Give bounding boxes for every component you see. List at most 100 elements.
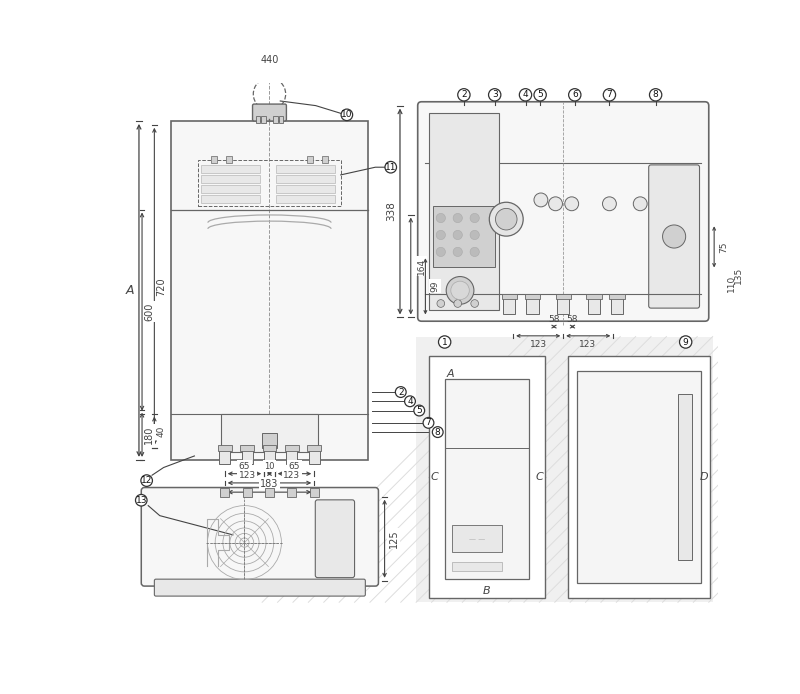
Bar <box>577 371 701 583</box>
Text: 12: 12 <box>141 476 152 485</box>
Text: 123: 123 <box>238 471 256 480</box>
Circle shape <box>470 214 479 223</box>
Text: 10: 10 <box>341 110 353 119</box>
Circle shape <box>405 396 415 407</box>
Bar <box>310 487 318 497</box>
Text: 180: 180 <box>144 425 154 444</box>
Text: 8: 8 <box>435 428 441 437</box>
Bar <box>210 156 217 162</box>
Text: 110: 110 <box>726 274 735 291</box>
Text: 123: 123 <box>530 339 547 348</box>
Text: 7: 7 <box>606 90 612 99</box>
Bar <box>525 294 540 299</box>
Text: 58: 58 <box>548 314 560 323</box>
Circle shape <box>385 162 397 173</box>
FancyBboxPatch shape <box>253 104 286 121</box>
Circle shape <box>438 336 451 348</box>
Circle shape <box>453 230 462 239</box>
Bar <box>240 445 254 450</box>
Circle shape <box>454 300 462 307</box>
Bar <box>220 487 230 497</box>
Bar <box>568 356 710 598</box>
Bar <box>198 160 341 205</box>
Bar <box>555 294 571 299</box>
Bar <box>201 165 260 173</box>
Bar <box>586 294 602 299</box>
Bar <box>201 195 260 203</box>
Bar <box>219 448 230 464</box>
Bar <box>611 296 623 314</box>
Text: 58: 58 <box>566 314 578 323</box>
Circle shape <box>495 208 517 230</box>
Text: — —: — — <box>470 536 486 542</box>
Bar <box>285 445 298 450</box>
Text: D: D <box>700 472 709 482</box>
Circle shape <box>458 89 470 101</box>
Circle shape <box>141 475 153 486</box>
Circle shape <box>470 230 479 239</box>
Circle shape <box>569 89 581 101</box>
Circle shape <box>565 197 578 211</box>
Circle shape <box>451 281 470 300</box>
Circle shape <box>519 89 532 101</box>
Circle shape <box>436 247 446 257</box>
Text: 183: 183 <box>260 479 278 489</box>
Text: C: C <box>535 472 543 482</box>
Bar <box>242 487 252 497</box>
Bar <box>261 117 266 123</box>
Circle shape <box>679 336 692 348</box>
Text: 135: 135 <box>734 266 743 284</box>
Text: C: C <box>430 472 438 482</box>
Text: 65: 65 <box>238 462 250 471</box>
Bar <box>278 117 283 123</box>
Bar <box>452 562 502 571</box>
Text: 40: 40 <box>157 425 166 437</box>
Bar <box>286 448 297 464</box>
FancyBboxPatch shape <box>142 487 378 586</box>
FancyBboxPatch shape <box>649 165 699 308</box>
Bar <box>307 156 313 162</box>
Text: 338: 338 <box>386 201 396 221</box>
Bar <box>256 117 260 123</box>
Circle shape <box>423 418 434 428</box>
Circle shape <box>490 202 523 236</box>
Bar <box>452 525 502 552</box>
Bar <box>274 117 278 123</box>
FancyBboxPatch shape <box>418 102 709 321</box>
Circle shape <box>395 387 406 398</box>
Circle shape <box>662 225 686 248</box>
Bar <box>588 296 600 314</box>
Text: 8: 8 <box>653 90 658 99</box>
Text: B: B <box>483 586 491 595</box>
Circle shape <box>471 300 478 307</box>
Bar <box>171 121 368 460</box>
FancyBboxPatch shape <box>154 579 366 596</box>
Text: 164: 164 <box>417 257 426 275</box>
Circle shape <box>489 89 501 101</box>
Circle shape <box>549 197 562 211</box>
Bar <box>526 296 538 314</box>
Text: 4: 4 <box>522 90 528 99</box>
Bar <box>433 205 494 267</box>
Bar <box>502 294 517 299</box>
Text: 2: 2 <box>398 387 403 396</box>
Bar <box>557 296 570 314</box>
Bar <box>503 296 515 314</box>
Bar <box>265 487 274 497</box>
Circle shape <box>446 276 474 304</box>
Circle shape <box>603 89 615 101</box>
Text: 123: 123 <box>579 339 597 348</box>
Bar <box>445 379 530 579</box>
Text: 125: 125 <box>389 530 399 548</box>
Bar <box>430 356 545 598</box>
Bar <box>276 185 335 193</box>
Circle shape <box>436 230 446 239</box>
FancyBboxPatch shape <box>315 500 354 577</box>
Bar <box>262 445 277 450</box>
Bar <box>222 414 318 452</box>
Bar <box>322 156 328 162</box>
Circle shape <box>437 300 445 307</box>
Bar <box>678 394 692 560</box>
Circle shape <box>534 89 546 101</box>
Text: 5: 5 <box>538 90 543 99</box>
